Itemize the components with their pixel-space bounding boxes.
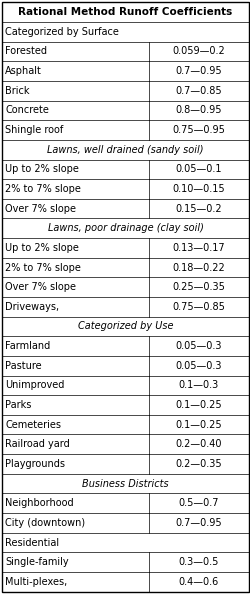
Text: Playgrounds: Playgrounds [5,459,65,469]
Text: 0.7—0.95: 0.7—0.95 [175,66,222,76]
Text: 0.8—0.95: 0.8—0.95 [175,105,221,115]
Text: 0.1—0.25: 0.1—0.25 [175,420,222,429]
Text: 0.7—0.85: 0.7—0.85 [175,86,222,96]
Text: Concrete: Concrete [5,105,49,115]
Text: Parks: Parks [5,400,31,410]
Text: Neighborhood: Neighborhood [5,498,73,508]
Text: Forested: Forested [5,46,47,56]
Text: 0.2—0.35: 0.2—0.35 [175,459,222,469]
Text: Railroad yard: Railroad yard [5,440,70,449]
Text: 0.13—0.17: 0.13—0.17 [172,243,225,253]
Text: 0.25—0.35: 0.25—0.35 [172,282,224,292]
Text: Brick: Brick [5,86,29,96]
Text: Cemeteries: Cemeteries [5,420,61,429]
Text: City (downtown): City (downtown) [5,518,85,528]
Text: 2% to 7% slope: 2% to 7% slope [5,263,80,273]
Text: Lawns, well drained (sandy soil): Lawns, well drained (sandy soil) [47,145,203,154]
Text: 2% to 7% slope: 2% to 7% slope [5,184,80,194]
Text: Unimproved: Unimproved [5,380,64,390]
Text: 0.3—0.5: 0.3—0.5 [178,557,218,567]
Text: 0.75—0.95: 0.75—0.95 [172,125,224,135]
Text: Multi-plexes,: Multi-plexes, [5,577,67,587]
Text: Driveways,: Driveways, [5,302,59,312]
Text: 0.1—0.25: 0.1—0.25 [175,400,222,410]
Text: 0.2—0.40: 0.2—0.40 [175,440,221,449]
Text: Over 7% slope: Over 7% slope [5,282,76,292]
Text: Categorized by Surface: Categorized by Surface [5,27,118,37]
Text: 0.4—0.6: 0.4—0.6 [178,577,218,587]
Text: Categorized by Use: Categorized by Use [78,321,172,331]
Text: Business Districts: Business Districts [82,479,168,489]
Text: 0.10—0.15: 0.10—0.15 [172,184,225,194]
Text: 0.5—0.7: 0.5—0.7 [178,498,218,508]
Text: 0.05—0.3: 0.05—0.3 [175,361,221,371]
Text: Over 7% slope: Over 7% slope [5,204,76,214]
Text: 0.05—0.3: 0.05—0.3 [175,341,221,351]
Text: Residential: Residential [5,538,59,548]
Text: 0.15—0.2: 0.15—0.2 [175,204,222,214]
Text: 0.7—0.95: 0.7—0.95 [175,518,222,528]
Text: Single-family: Single-family [5,557,68,567]
Text: Up to 2% slope: Up to 2% slope [5,243,78,253]
Text: Farmland: Farmland [5,341,50,351]
Text: 0.059—0.2: 0.059—0.2 [172,46,225,56]
Text: Shingle roof: Shingle roof [5,125,63,135]
Text: Rational Method Runoff Coefficients: Rational Method Runoff Coefficients [18,7,232,17]
Text: 0.75—0.85: 0.75—0.85 [172,302,224,312]
Text: Lawns, poor drainage (clay soil): Lawns, poor drainage (clay soil) [47,223,203,233]
Text: Up to 2% slope: Up to 2% slope [5,165,78,174]
Text: 0.18—0.22: 0.18—0.22 [172,263,225,273]
Text: 0.1—0.3: 0.1—0.3 [178,380,218,390]
Text: Pasture: Pasture [5,361,42,371]
Text: 0.05—0.1: 0.05—0.1 [175,165,221,174]
Text: Asphalt: Asphalt [5,66,42,76]
